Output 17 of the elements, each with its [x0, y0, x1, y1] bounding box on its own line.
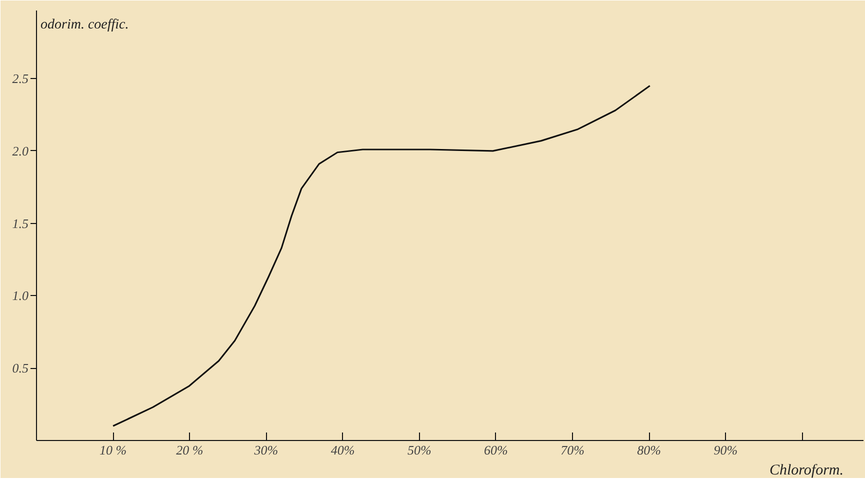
- x-tick-label: 40%: [330, 442, 355, 458]
- x-tick-label: 20 %: [176, 442, 204, 458]
- x-tick-label: 10 %: [100, 442, 127, 458]
- x-tick-label: 80%: [637, 442, 662, 458]
- line-series: [112, 84, 651, 427]
- y-axis-title: odorim. coeffic.: [40, 18, 129, 32]
- x-tick-label: 90%: [714, 442, 738, 458]
- x-axis-title: Chloroform.: [769, 462, 844, 478]
- x-tick-label: 60%: [484, 442, 508, 458]
- y-tick-label: 1.5: [12, 216, 29, 231]
- y-tick-label: 1.0: [12, 288, 29, 304]
- x-tick-label: 30%: [253, 442, 278, 458]
- x-tick-label: 70%: [560, 442, 585, 458]
- x-tick-label: 50%: [407, 442, 432, 458]
- y-tick-label: 2.5: [12, 71, 29, 86]
- y-tick-label: 0.5: [12, 360, 29, 376]
- y-tick-label: 2.0: [12, 143, 29, 158]
